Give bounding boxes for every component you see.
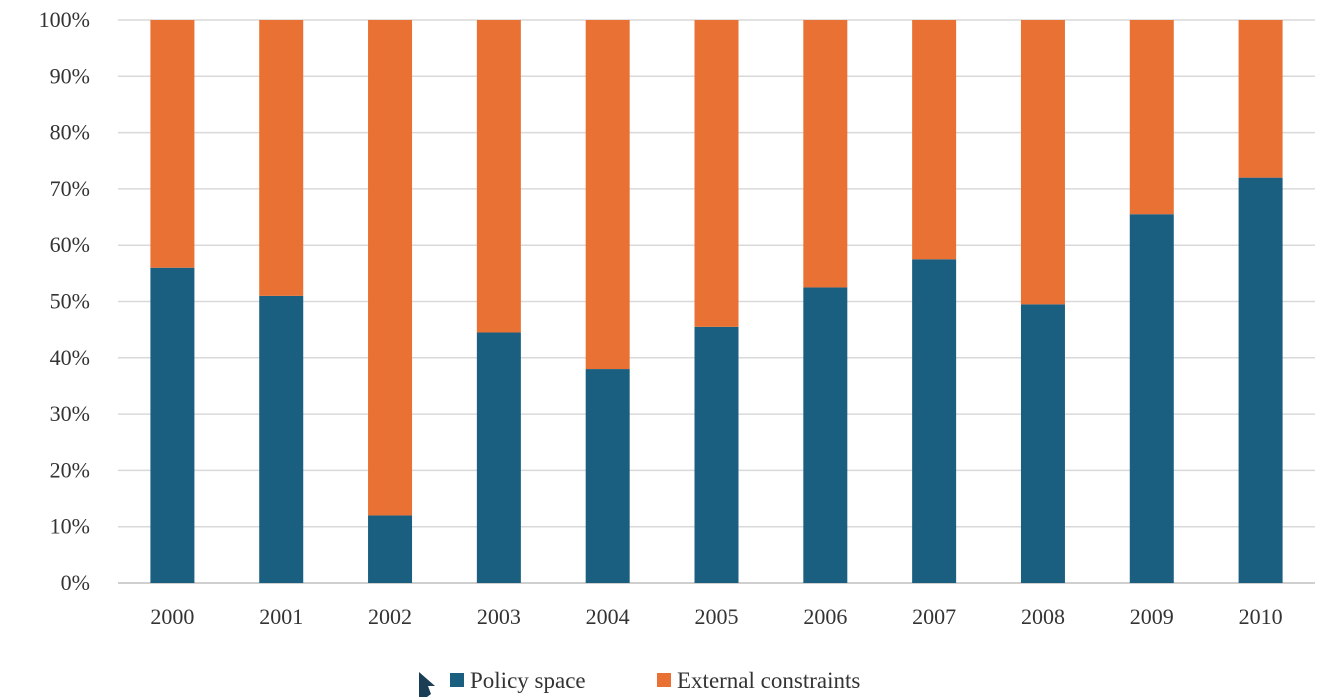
mouse-cursor-icon	[419, 672, 435, 697]
bar-policy-space-2005	[694, 326, 739, 583]
y-tick-label: 70%	[50, 176, 90, 201]
bar-external-constraints-2008	[1020, 20, 1065, 305]
bar-external-constraints-2003	[476, 20, 521, 333]
x-tick-label: 2004	[586, 604, 630, 629]
legend-policy-space: Policy space	[450, 668, 586, 693]
x-tick-label: 2008	[1021, 604, 1065, 629]
x-tick-label: 2007	[912, 604, 956, 629]
y-tick-label: 40%	[50, 345, 90, 370]
bar-external-constraints-2001	[259, 20, 304, 296]
bar-policy-space-2000	[150, 267, 195, 583]
bar-external-constraints-2010	[1238, 20, 1283, 178]
bar-external-constraints-2009	[1129, 20, 1174, 215]
x-tick-label: 2001	[259, 604, 303, 629]
legend-external-constraints: External constraints	[657, 668, 860, 693]
legend-swatch	[657, 673, 671, 687]
bar-external-constraints-2000	[150, 20, 195, 268]
bar-policy-space-2009	[1129, 214, 1174, 584]
bar-policy-space-2008	[1020, 304, 1065, 583]
legend-swatch	[450, 673, 464, 687]
bar-external-constraints-2006	[803, 20, 848, 288]
legend-label: Policy space	[470, 668, 586, 693]
y-axis-tick-labels: 0% 10% 20% 30% 40% 50% 60% 70% 80% 90% 100%	[39, 7, 90, 595]
bar-external-constraints-2002	[368, 20, 413, 516]
x-tick-label: 2003	[477, 604, 521, 629]
bar-policy-space-2006	[803, 287, 848, 583]
y-tick-label: 10%	[50, 514, 90, 539]
bar-policy-space-2007	[912, 259, 957, 583]
bar-external-constraints-2007	[912, 20, 957, 260]
y-tick-label: 60%	[50, 232, 90, 257]
y-tick-label: 100%	[39, 7, 90, 32]
legend: Policy space External constraints	[450, 668, 860, 693]
bar-external-constraints-2004	[585, 20, 630, 370]
x-axis-tick-labels: 2000 2001 2002 2003 2004 2005 2006 2007 2008 2009…	[150, 604, 1282, 629]
bars	[150, 20, 1283, 584]
y-tick-label: 20%	[50, 457, 90, 482]
x-tick-label: 2006	[803, 604, 847, 629]
y-tick-label: 90%	[50, 63, 90, 88]
bar-policy-space-2004	[585, 369, 630, 583]
bar-policy-space-2010	[1238, 177, 1283, 583]
x-tick-label: 2009	[1130, 604, 1174, 629]
x-tick-label: 2000	[150, 604, 194, 629]
y-tick-label: 50%	[50, 289, 90, 314]
y-tick-label: 30%	[50, 401, 90, 426]
bar-policy-space-2003	[476, 332, 521, 583]
y-tick-label: 80%	[50, 120, 90, 145]
bar-external-constraints-2005	[694, 20, 739, 327]
bar-policy-space-2002	[368, 515, 413, 583]
legend-label: External constraints	[677, 668, 860, 693]
x-tick-label: 2010	[1239, 604, 1283, 629]
bar-policy-space-2001	[259, 295, 304, 583]
x-tick-label: 2002	[368, 604, 412, 629]
y-tick-label: 0%	[61, 570, 90, 595]
x-tick-label: 2005	[695, 604, 739, 629]
